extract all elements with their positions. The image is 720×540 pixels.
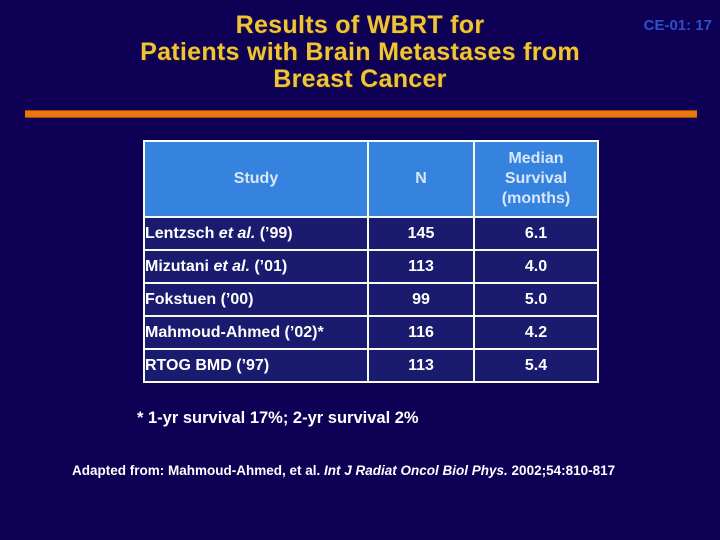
study-year: (’01) bbox=[249, 257, 288, 275]
results-table: Study N Median Survival (months) Lentzsc… bbox=[143, 140, 599, 383]
table-header-row: Study N Median Survival (months) bbox=[143, 140, 599, 218]
n-cell: 113 bbox=[367, 249, 475, 284]
citation: Adapted from: Mahmoud-Ahmed, et al. Int … bbox=[72, 463, 615, 478]
median-survival-cell: 5.4 bbox=[473, 348, 599, 383]
study-year: (’99) bbox=[255, 224, 293, 242]
median-survival-cell: 4.2 bbox=[473, 315, 599, 350]
slide-title: Results of WBRT for Patients with Brain … bbox=[0, 12, 720, 93]
study-cell: Mizutani et al. (’01) bbox=[143, 249, 369, 284]
citation-suffix: 2002;54:810-817 bbox=[507, 463, 616, 478]
median-survival-cell: 5.0 bbox=[473, 282, 599, 317]
median-header-line-3: (months) bbox=[501, 190, 571, 207]
study-name: Fokstuen (’00) bbox=[145, 290, 254, 308]
n-cell: 145 bbox=[367, 216, 475, 251]
median-survival-cell: 6.1 bbox=[473, 216, 599, 251]
citation-journal: Int J Radiat Oncol Biol Phys. bbox=[324, 463, 508, 478]
col-header-study: Study bbox=[143, 140, 369, 218]
title-line-2: Patients with Brain Metastases from bbox=[140, 38, 580, 66]
table-row: Lentzsch et al. (’99) 145 6.1 bbox=[143, 216, 599, 251]
median-survival-cell: 4.0 bbox=[473, 249, 599, 284]
table-row: Mahmoud-Ahmed (’02)* 116 4.2 bbox=[143, 315, 599, 350]
title-line-1: Results of WBRT for bbox=[235, 11, 485, 39]
footnote: * 1-yr survival 17%; 2-yr survival 2% bbox=[137, 409, 419, 427]
study-cell: Fokstuen (’00) bbox=[143, 282, 369, 317]
study-name: Mahmoud-Ahmed (’02)* bbox=[145, 323, 324, 341]
table-row: Fokstuen (’00) 99 5.0 bbox=[143, 282, 599, 317]
study-cell: RTOG BMD (’97) bbox=[143, 348, 369, 383]
table-row: Mizutani et al. (’01) 113 4.0 bbox=[143, 249, 599, 284]
n-cell: 99 bbox=[367, 282, 475, 317]
study-cell: Mahmoud-Ahmed (’02)* bbox=[143, 315, 369, 350]
n-cell: 116 bbox=[367, 315, 475, 350]
study-name: RTOG BMD (’97) bbox=[145, 356, 270, 374]
study-name: Lentzsch bbox=[145, 224, 219, 242]
median-header-line-1: Median bbox=[508, 150, 564, 167]
study-cell: Lentzsch et al. (’99) bbox=[143, 216, 369, 251]
study-name: Mizutani bbox=[145, 257, 214, 275]
study-et-al: et al. bbox=[213, 257, 250, 275]
divider-rule bbox=[25, 110, 697, 118]
median-header-line-2: Survival bbox=[504, 170, 568, 187]
study-et-al: et al. bbox=[218, 224, 256, 242]
col-header-median-survival: Median Survival (months) bbox=[473, 140, 599, 218]
title-line-3: Breast Cancer bbox=[273, 65, 447, 93]
table-row: RTOG BMD (’97) 113 5.4 bbox=[143, 348, 599, 383]
col-header-n: N bbox=[367, 140, 475, 218]
n-cell: 113 bbox=[367, 348, 475, 383]
citation-prefix: Adapted from: Mahmoud-Ahmed, et al. bbox=[72, 463, 325, 478]
slide-code: CE-01: 17 bbox=[643, 17, 712, 34]
